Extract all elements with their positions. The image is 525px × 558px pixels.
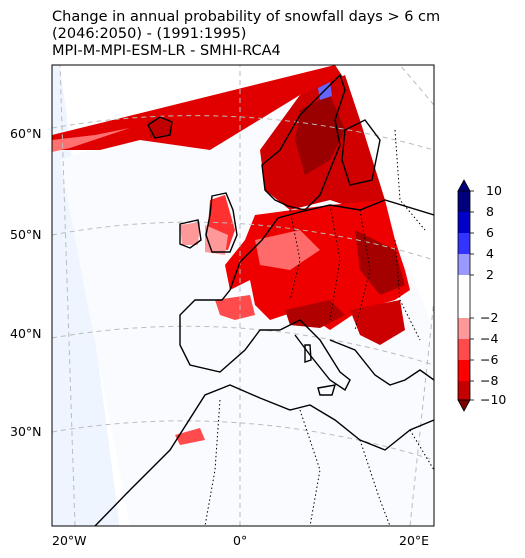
gridline-60n: [52, 115, 434, 151]
iceland: [148, 118, 172, 138]
border-3: [354, 209, 371, 331]
colorbar-seg-m2: [458, 318, 470, 339]
continent-dark: [355, 230, 405, 295]
coastlines: [94, 73, 434, 526]
colorbar-seg-10: [458, 191, 470, 212]
colorbar-seg-m8: [458, 381, 470, 400]
gridline-20e: [409, 299, 434, 526]
border-4: [394, 239, 421, 341]
iberia-patches: [215, 295, 255, 320]
lat-label-60n: 60°N: [10, 126, 42, 141]
italy-coast: [279, 319, 351, 392]
scandinavia-dark: [295, 95, 345, 175]
colorbar-seg-m6: [458, 360, 470, 381]
colorbar-label-m4: −4: [480, 331, 499, 346]
north-band-light: [52, 128, 130, 152]
colorbar-label-m6: −6: [480, 352, 499, 367]
colorbar: [457, 179, 474, 412]
colorbar-tick-marks: [470, 190, 474, 401]
title-line-1: Change in annual probability of snowfall…: [52, 9, 441, 25]
continent-light: [255, 230, 320, 270]
sicily: [317, 384, 336, 396]
change-region: [52, 65, 410, 445]
colorbar-label-6: 6: [486, 225, 494, 240]
colorbar-frame: [457, 190, 471, 401]
ireland-coast: [179, 219, 202, 249]
britain-coast: [205, 192, 238, 253]
balkans: [350, 300, 405, 345]
europe-coast: [239, 199, 434, 263]
title-line-2: (2046:2050) - (1991:1995): [52, 26, 247, 42]
title-line-3: MPI-M-MPI-ESM-LR - SMHI-RCA4: [52, 43, 281, 59]
alps: [285, 300, 345, 328]
gridline-40n: [52, 325, 434, 366]
north-band: [52, 65, 345, 150]
border-7: [359, 439, 391, 526]
country-borders: [204, 129, 434, 526]
colorbar-label-8: 8: [486, 204, 494, 219]
colorbar-cap-top: [457, 179, 471, 192]
africa-coast: [94, 384, 434, 526]
colorbar-seg-8: [458, 212, 470, 233]
atlas-patch: [175, 428, 205, 445]
colorbar-seg-m4: [458, 339, 470, 360]
colorbar-cap-bottom: [457, 399, 471, 412]
balkans-coast: [329, 339, 434, 386]
lat-label-30n: 30°N: [10, 424, 42, 439]
ireland-light: [180, 222, 200, 245]
colorbar-label-4: 4: [486, 246, 494, 261]
lat-label-50n: 50°N: [10, 227, 42, 242]
gridlines: [52, 65, 434, 526]
finland-coast: [341, 119, 381, 186]
map-frame: [51, 64, 435, 527]
scandinavia-coast: [261, 73, 346, 211]
colorbar-seg-6: [458, 233, 470, 254]
lon-label-0: 0°: [233, 533, 248, 548]
gridline-20w: [59, 65, 76, 526]
colorbar-label-10: 10: [486, 183, 502, 198]
lon-label-20w: 20°W: [52, 533, 87, 548]
lon-label-20e: 20°E: [399, 533, 430, 548]
border-6: [299, 409, 321, 526]
gridline-30n: [52, 420, 434, 461]
colorbar-label-m2: −2: [480, 310, 499, 325]
iceland-coast: [147, 116, 173, 139]
france-iberia-coast: [179, 261, 280, 373]
colorbar-label-m8: −8: [480, 373, 499, 388]
gridline-50n: [52, 221, 434, 261]
lat-label-40n: 40°N: [10, 326, 42, 341]
border-9: [394, 129, 426, 231]
map-canvas: [52, 65, 434, 526]
colorbar-seg-4: [458, 254, 470, 275]
border-5: [204, 399, 221, 526]
border-2: [329, 204, 341, 321]
sardinia: [304, 344, 312, 363]
continent: [225, 200, 410, 330]
border-1: [289, 209, 301, 301]
colorbar-label-m10: −10: [480, 392, 507, 407]
colorbar-label-2: 2: [486, 267, 494, 282]
colorbar-seg-2: [458, 275, 470, 318]
